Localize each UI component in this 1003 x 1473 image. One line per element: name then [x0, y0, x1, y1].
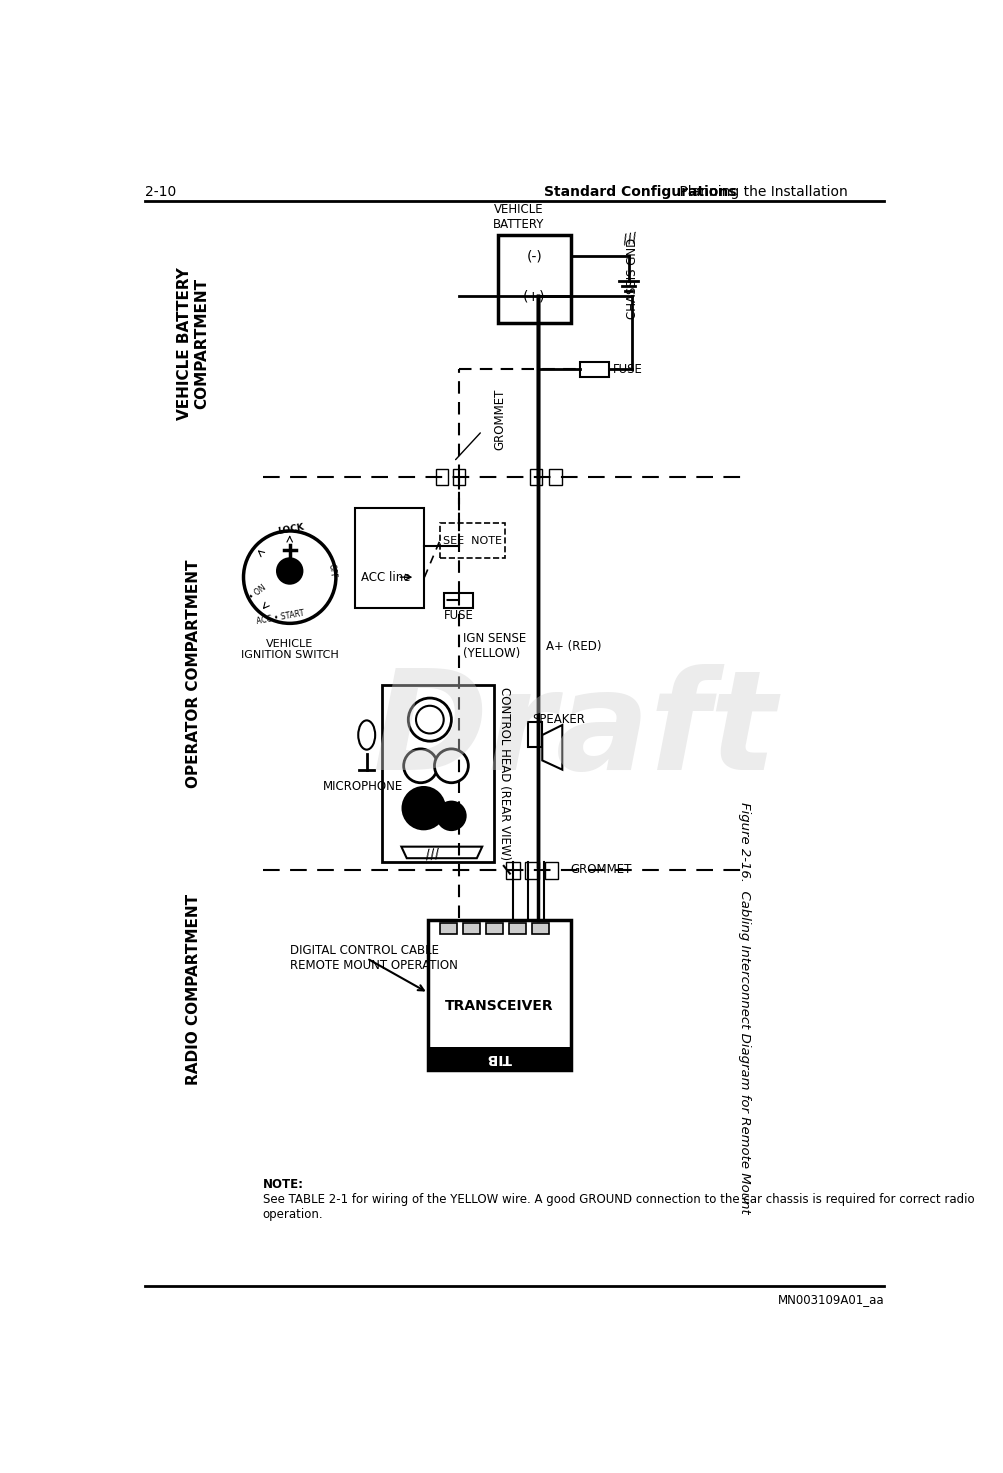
Text: (+): (+): [523, 289, 545, 303]
Text: MN003109A01_aa: MN003109A01_aa: [776, 1293, 884, 1307]
Bar: [439, 924, 456, 934]
Polygon shape: [401, 847, 481, 859]
Text: GROMMET: GROMMET: [570, 863, 632, 876]
Text: CHASSIS GND: CHASSIS GND: [625, 239, 638, 320]
Text: ///: ///: [424, 847, 439, 862]
Circle shape: [277, 558, 302, 583]
Text: A+ (RED): A+ (RED): [546, 639, 601, 653]
Text: FUSE: FUSE: [613, 362, 642, 376]
Text: CONTROL HEAD (REAR VIEW): CONTROL HEAD (REAR VIEW): [497, 686, 511, 860]
Bar: [485, 924, 503, 934]
Ellipse shape: [358, 720, 375, 750]
Text: TRANSCEIVER: TRANSCEIVER: [444, 1000, 554, 1013]
Text: TIB: TIB: [486, 1052, 512, 1065]
Bar: [382, 685, 493, 862]
Circle shape: [434, 748, 467, 782]
Text: VEHICLE
IGNITION SWITCH: VEHICLE IGNITION SWITCH: [241, 639, 338, 660]
Bar: [532, 924, 549, 934]
Bar: [530, 470, 542, 485]
Text: Draft: Draft: [372, 664, 776, 798]
Text: Figure 2-16.  Cabling Interconnect Diagram for Remote Mount: Figure 2-16. Cabling Interconnect Diagra…: [737, 803, 750, 1214]
Text: OPERATOR COMPARTMENT: OPERATOR COMPARTMENT: [186, 560, 201, 788]
Text: Planning the Installation: Planning the Installation: [674, 186, 847, 199]
Circle shape: [244, 530, 336, 623]
Bar: [435, 470, 448, 485]
Text: • ON: • ON: [247, 583, 267, 602]
Bar: [525, 862, 539, 879]
Text: VEHICLE
BATTERY: VEHICLE BATTERY: [492, 203, 544, 231]
Text: 2-10: 2-10: [144, 186, 176, 199]
Circle shape: [403, 748, 437, 782]
Text: See TABLE 2-1 for wiring of the YELLOW wire. A good GROUND connection to the car: See TABLE 2-1 for wiring of the YELLOW w…: [263, 1193, 974, 1221]
Bar: [528, 722, 542, 747]
Bar: [506, 862, 520, 879]
Bar: [462, 924, 479, 934]
Text: ACC line: ACC line: [361, 570, 410, 583]
Text: ///: ///: [622, 230, 638, 246]
Text: Standard Configurations: Standard Configurations: [544, 186, 735, 199]
Bar: [544, 862, 558, 879]
Text: RADIO COMPARTMENT: RADIO COMPARTMENT: [186, 894, 201, 1084]
Text: SPEAKER: SPEAKER: [532, 713, 585, 726]
Polygon shape: [542, 725, 562, 770]
Bar: [428, 919, 570, 1069]
Text: ACC • START: ACC • START: [256, 608, 305, 626]
Circle shape: [408, 698, 451, 741]
Circle shape: [415, 706, 443, 734]
Bar: [549, 470, 561, 485]
Text: OFF: OFF: [326, 563, 337, 579]
Bar: [439, 523, 505, 558]
Text: NOTE:: NOTE:: [263, 1178, 304, 1190]
Bar: [580, 361, 609, 377]
Text: GROMMET: GROMMET: [493, 389, 507, 449]
Text: DIGITAL CONTROL CABLE
REMOTE MOUNT OPERATION: DIGITAL CONTROL CABLE REMOTE MOUNT OPERA…: [290, 944, 457, 972]
Bar: [497, 234, 570, 323]
Text: LOCK: LOCK: [277, 523, 305, 536]
Text: SEE  NOTE: SEE NOTE: [442, 536, 502, 545]
Circle shape: [437, 801, 464, 829]
Bar: [428, 1047, 570, 1069]
Text: VEHICLE BATTERY
COMPARTMENT: VEHICLE BATTERY COMPARTMENT: [178, 268, 210, 420]
Text: MICROPHONE: MICROPHONE: [322, 779, 402, 792]
Bar: [355, 508, 424, 608]
Circle shape: [402, 788, 444, 829]
Text: (-): (-): [526, 249, 542, 264]
Text: IGN SENSE
(YELLOW): IGN SENSE (YELLOW): [462, 632, 526, 660]
Bar: [509, 924, 526, 934]
Bar: [452, 470, 464, 485]
Text: FUSE: FUSE: [443, 610, 472, 622]
Bar: [443, 592, 472, 608]
